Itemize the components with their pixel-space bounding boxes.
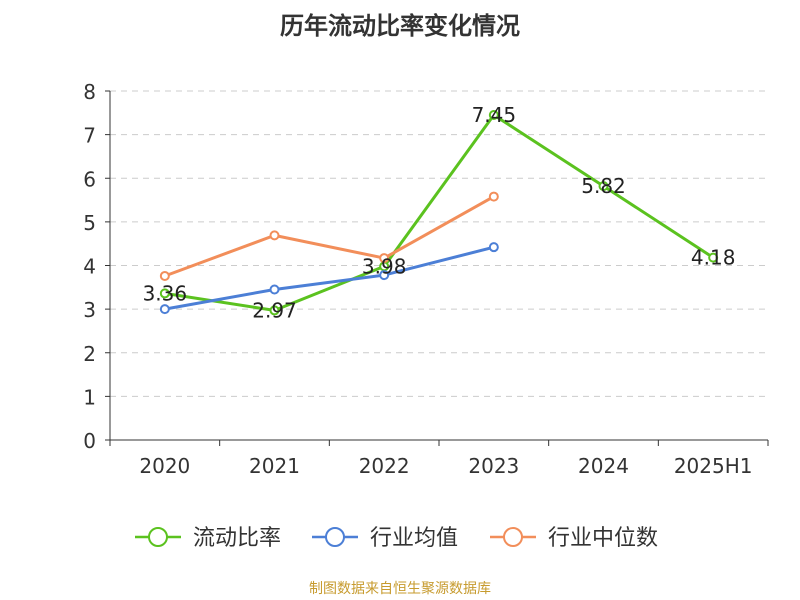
legend[interactable]: 流动比率 行业均值 行业中位数 <box>135 526 658 551</box>
data-point <box>488 191 499 202</box>
x-tick-label: 2025H1 <box>674 454 753 478</box>
y-tick-label: 0 <box>83 429 96 453</box>
data-label: 2.97 <box>252 298 297 322</box>
x-tick-label: 2024 <box>578 454 629 478</box>
legend-marker-icon <box>325 527 345 547</box>
data-label: 5.82 <box>581 174 626 198</box>
data-point <box>269 305 280 316</box>
data-label: 4.18 <box>691 246 736 270</box>
data-point <box>379 253 390 264</box>
legend-item[interactable]: 行业中位数 <box>490 526 658 551</box>
data-label: 3.98 <box>362 254 407 278</box>
series-lines <box>159 109 719 316</box>
legend-label: 行业中位数 <box>548 526 658 551</box>
x-tick-label: 2021 <box>249 454 300 478</box>
legend-label: 流动比率 <box>193 526 281 551</box>
y-tick-label: 3 <box>83 298 96 322</box>
data-point <box>159 270 170 281</box>
data-point <box>598 181 609 192</box>
x-tick-label: 2020 <box>139 454 190 478</box>
source-note: 制图数据来自恒生聚源数据库 <box>309 581 491 597</box>
legend-label: 行业均值 <box>370 526 458 551</box>
data-point <box>488 242 499 253</box>
series-line-2 <box>164 245 495 311</box>
legend-marker-icon <box>148 527 168 547</box>
y-tick-label: 5 <box>83 211 96 235</box>
grid-lines <box>110 90 768 397</box>
data-point <box>708 252 719 263</box>
data-point <box>159 304 170 315</box>
y-tick-label: 1 <box>83 385 96 409</box>
data-label: 3.36 <box>143 281 188 305</box>
x-tick-label: 2023 <box>468 454 519 478</box>
series-line-3 <box>164 195 495 278</box>
data-point <box>379 270 390 281</box>
data-point <box>159 288 170 299</box>
y-tick-label: 6 <box>83 167 96 191</box>
series-line-1 <box>164 113 715 312</box>
legend-item[interactable]: 行业均值 <box>312 526 458 551</box>
data-label: 7.45 <box>472 103 517 127</box>
chart-title: 历年流动比率变化情况 <box>280 12 520 40</box>
y-tick-label: 4 <box>83 255 96 279</box>
axes: 0 1 2 3 4 5 6 7 8 2020 2021 2022 2023 2024 2025H1 <box>83 80 769 478</box>
x-tick-label: 2022 <box>359 454 410 478</box>
data-point <box>269 230 280 241</box>
legend-marker-icon <box>503 527 523 547</box>
data-point <box>269 284 280 295</box>
y-tick-label: 2 <box>83 342 96 366</box>
y-tick-label: 7 <box>83 124 96 148</box>
data-labels: 3.36 2.97 3.98 7.45 5.82 4.18 <box>143 103 736 322</box>
data-point <box>488 109 499 120</box>
y-tick-label: 8 <box>83 80 96 104</box>
legend-item[interactable]: 流动比率 <box>135 526 281 551</box>
